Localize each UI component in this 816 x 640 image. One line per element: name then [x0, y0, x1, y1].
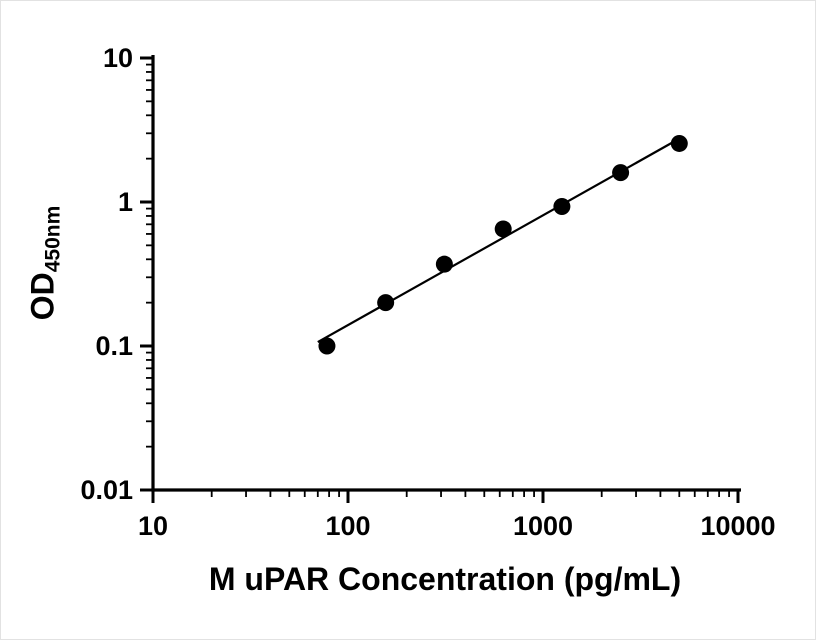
data-point — [494, 220, 512, 238]
data-point — [553, 198, 571, 216]
data-point — [318, 337, 336, 355]
data-point — [377, 294, 395, 312]
y-tick-label: 10 — [103, 43, 133, 73]
x-tick-label: 10 — [138, 511, 168, 541]
x-tick-label: 1000 — [513, 511, 573, 541]
x-axis-label: M uPAR Concentration (pg/mL) — [208, 561, 682, 597]
y-tick-label: 1 — [118, 187, 133, 217]
y-tick-label: 0.01 — [80, 475, 133, 505]
y-axis-label: OD450nm — [25, 206, 66, 321]
x-tick-label: 10000 — [700, 511, 775, 541]
data-point — [670, 134, 688, 152]
data-point — [435, 255, 453, 273]
data-point — [612, 164, 630, 182]
y-tick-label: 0.1 — [95, 331, 133, 361]
x-tick-label: 100 — [325, 511, 370, 541]
y-axis-label-subscript: 450nm — [41, 205, 65, 273]
y-axis-label-main: OD — [24, 272, 61, 321]
